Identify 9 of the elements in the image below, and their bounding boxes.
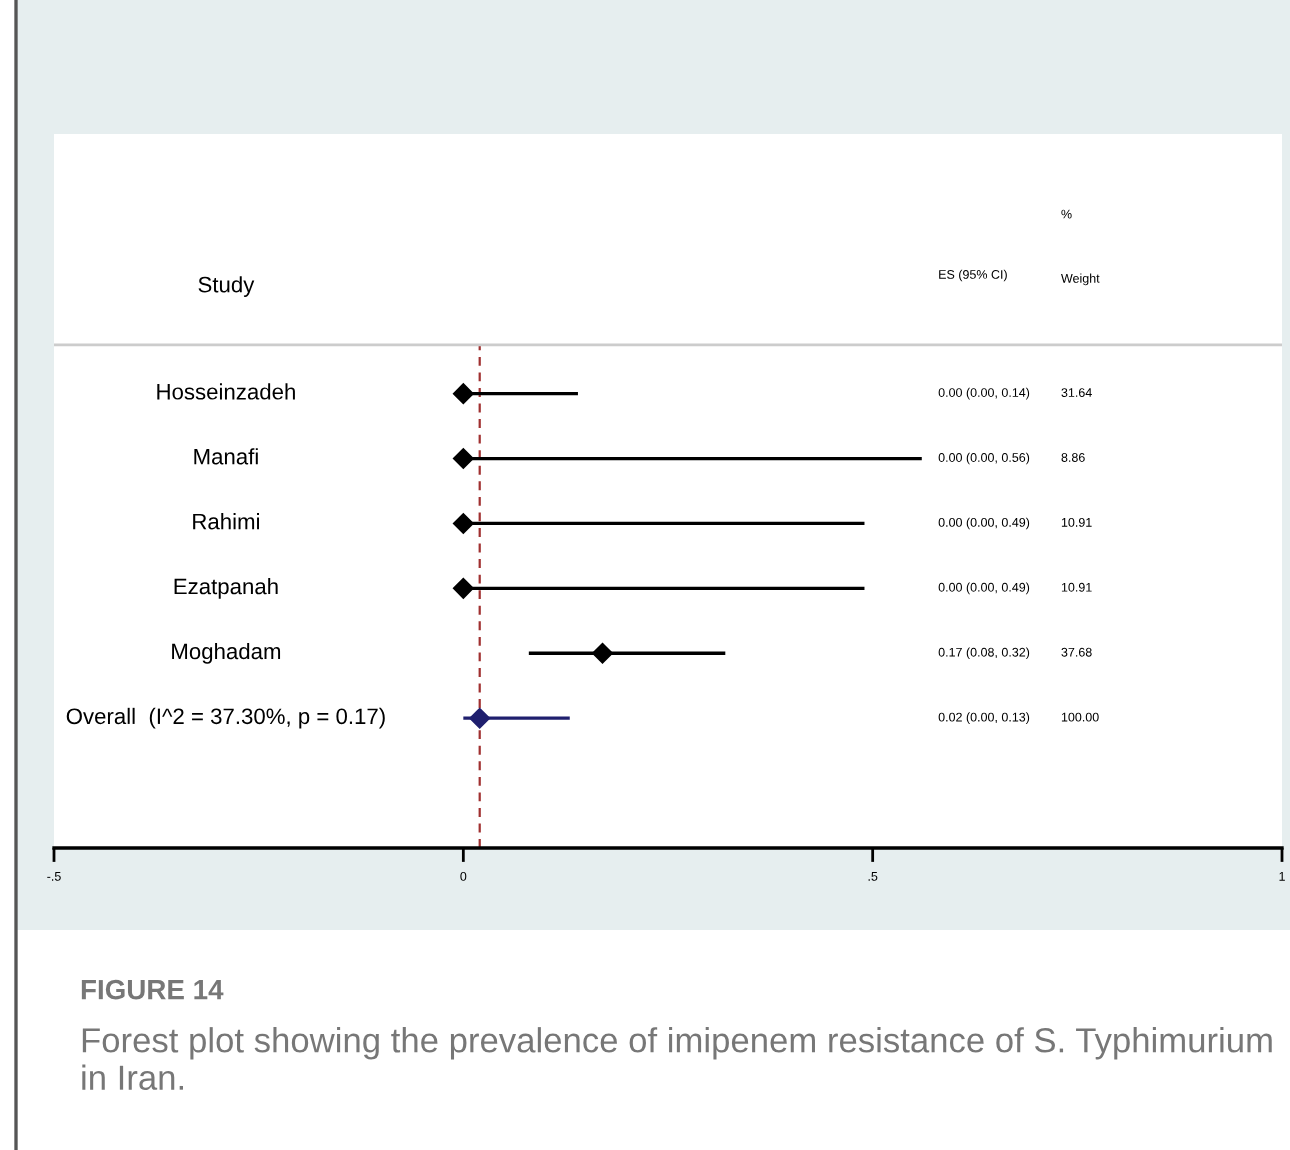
- y-tick-label: Hosseinzadeh: [157, 383, 295, 400]
- text: FIGURE 14: [81, 979, 224, 1000]
- y-tick-label: Overall (I^2 = 37.30%, p = 0.17): [66, 707, 385, 729]
- y-tick-label: Rahimi: [193, 513, 259, 530]
- text: Study: [198, 276, 255, 297]
- y-tick-label: Moghadam: [172, 642, 281, 664]
- text: Forest plot showing the prevalence of imipenem resistance of S. Typhimurium in Iran.: [82, 1027, 1272, 1091]
- y-tick-label: Manafi: [194, 448, 258, 465]
- y-tick-label: Ezatpanah: [174, 578, 278, 599]
